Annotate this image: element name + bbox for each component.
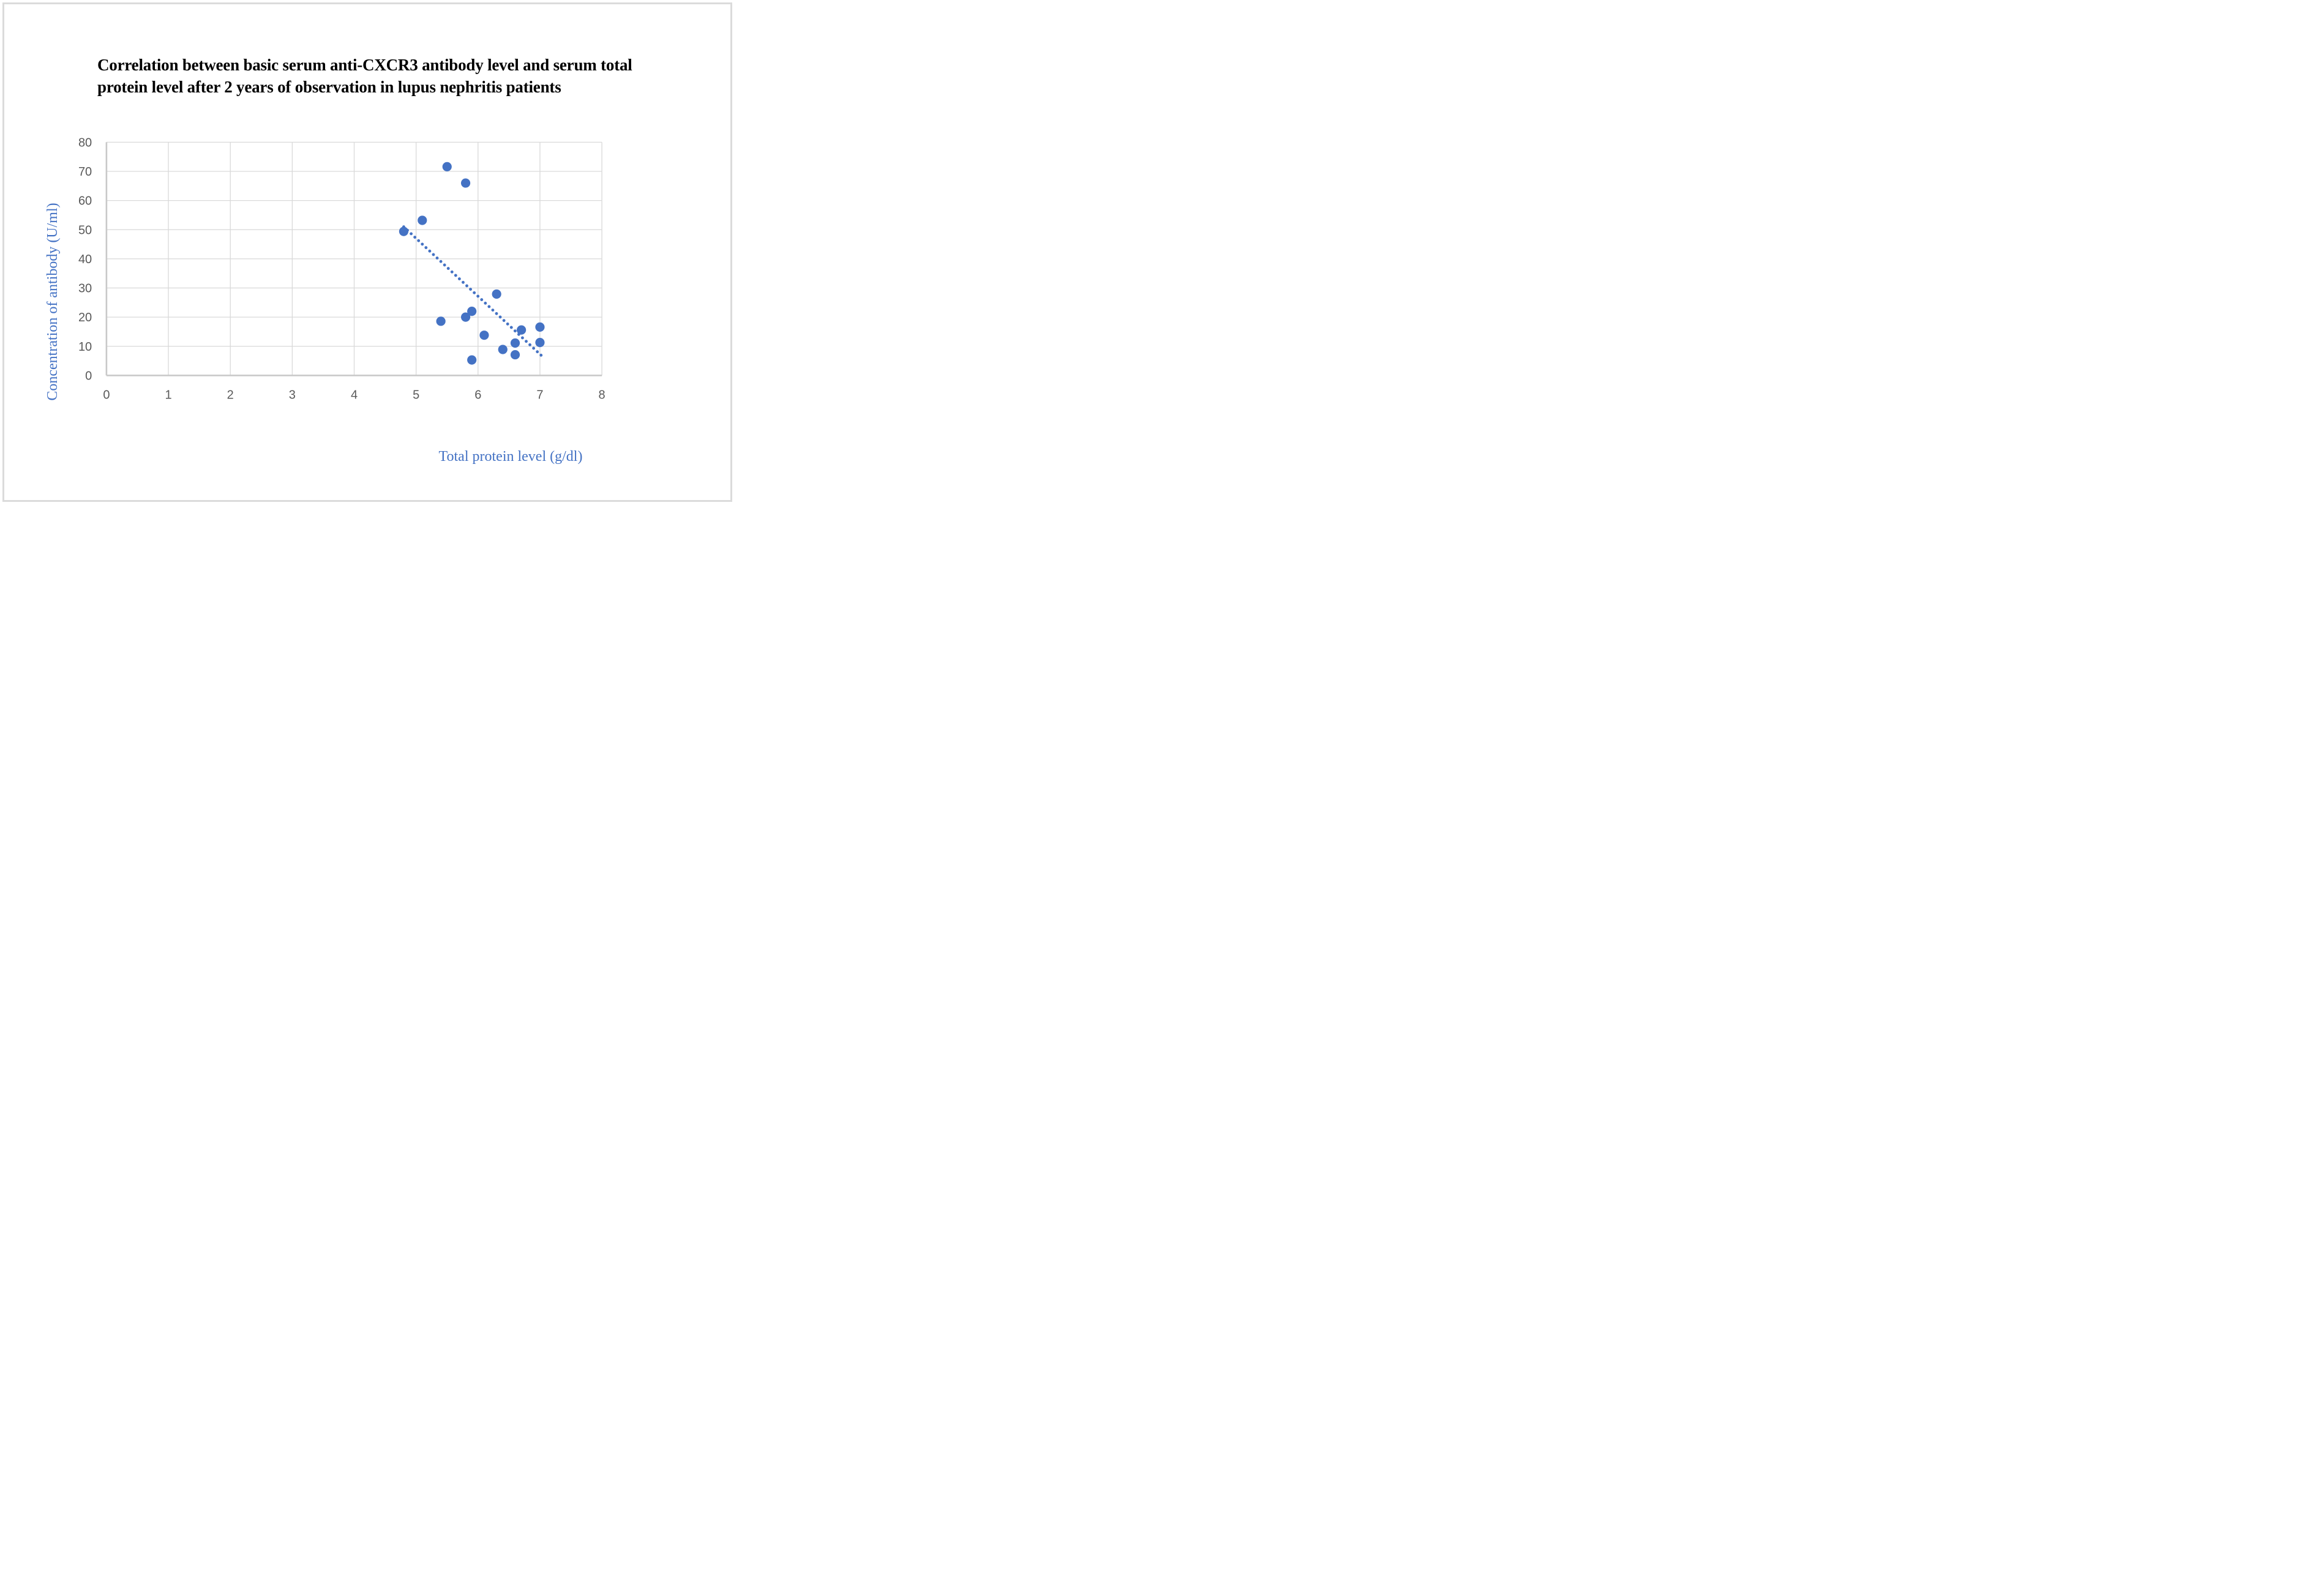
x-tick-label: 2 [227,389,234,402]
data-point [399,226,409,236]
y-tick-label: 80 [78,136,92,149]
y-tick-label: 30 [78,282,92,296]
data-point [510,349,520,360]
x-tick-label: 1 [165,389,171,402]
data-point [418,215,427,225]
data-point [535,337,545,348]
figure-canvas: 0 1 2 3 4 5 6 7 8 0 10 20 30 40 50 60 70 80 Correlation b… [0,0,735,504]
x-tick-label: 6 [474,389,481,402]
data-point [510,338,520,348]
data-point [467,355,477,365]
gridlines [106,141,602,376]
data-point [517,325,527,335]
x-tick-label: 0 [103,389,110,402]
data-point [498,345,508,354]
x-tick-label: 5 [413,389,419,402]
y-axis-title: Concentration of antibody (U/ml) [45,203,61,400]
trendline-group [402,225,545,359]
data-point [535,322,545,332]
data-point [460,178,471,188]
x-tick-label: 8 [599,389,605,402]
data-point [479,331,489,340]
data-point [460,312,471,322]
y-tick-label: 50 [78,223,92,237]
axis-lines [105,142,602,376]
x-axis-title: Total protein level (g/dl) [439,449,583,465]
chart-title-line-1: Correlation between basic serum anti-CXC… [97,56,632,74]
trendline [402,225,545,359]
x-tick-label: 4 [351,389,358,402]
y-tick-label: 10 [78,340,92,354]
y-tick-label: 0 [85,369,92,383]
data-point [442,162,452,172]
data-point [467,307,477,316]
y-tick-label: 70 [78,165,92,179]
chart-title-line-2: protein level after 2 years of observati… [97,78,561,96]
x-tick-label: 3 [289,389,296,402]
data-points [399,162,545,365]
y-tick-label: 20 [78,311,92,324]
data-point [492,289,501,299]
y-tick-label: 40 [78,253,92,266]
x-tick-label: 7 [536,389,543,402]
data-point [436,316,446,326]
y-tick-label: 60 [78,195,92,208]
